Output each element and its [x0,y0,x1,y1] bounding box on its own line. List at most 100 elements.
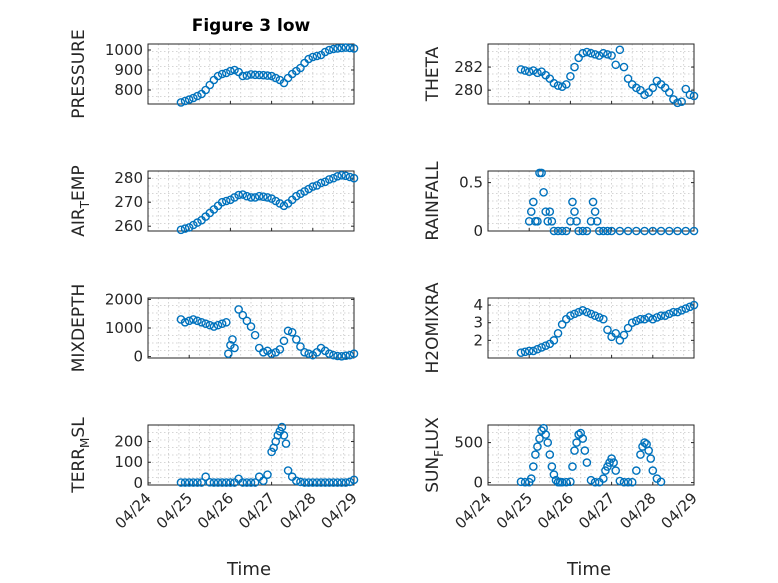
panel-6-data-point [189,478,198,487]
panel-3-data-point [615,226,625,236]
panel-1-data-point [590,50,600,59]
panel-0-data-point [259,70,268,80]
panel-2-data-point [345,172,355,182]
panel-1-data-point [529,66,538,75]
panel-2-data-point [234,190,243,200]
panel-0-data-point [279,78,289,88]
panel-5-data-point [652,313,662,322]
panel-2-data-point [349,173,359,183]
panel-3-data-point [568,197,577,207]
panel-0-data-point [238,71,248,81]
panel-3-data-point [572,217,581,226]
panel-6-data-point [226,478,235,487]
panel-1-data-point [664,88,674,97]
panel-0-ytick-label: 900 [114,61,143,79]
panel-2-data-point [324,175,334,184]
panel-5-data-point [664,309,674,319]
panel-1-data-point [640,90,649,100]
panel-3-data-point [545,207,555,216]
panel-5-ytick-label: 2 [473,331,483,349]
panel-5-data-point [566,311,575,320]
panel-7-data-point [636,450,645,459]
panel-6-data-point [279,431,289,440]
panel-7-data-point [646,454,656,463]
panel-1-data-point [566,72,575,81]
panel-4-data-point [221,317,231,327]
panel-1-data-point [632,83,641,93]
panel-1-axes-box [487,43,695,105]
panel-6-data-point [277,422,287,432]
panel-0-data-point [217,69,227,79]
panel-4-data-point [292,335,301,344]
panel-6-data-point [292,476,301,486]
panel-4-data-point [324,349,334,359]
panel-3-data-point [656,226,666,236]
panel-7-xtick-label: 04/26 [534,489,577,532]
panel-4-data-point [267,349,276,359]
panel-5-axes-box [487,297,695,359]
panel-3-data-point [582,226,592,236]
panel-5-ytick-label: 3 [473,314,483,332]
panel-1-data-point [677,97,686,106]
panel-2-data-point [242,191,252,201]
panel-0-data-point [320,47,330,57]
panel-3-ytick-label: 0.5 [459,174,483,192]
panel-3-data-point [590,207,600,216]
panel-7-xtick-label: 04/28 [616,489,659,532]
panel-6-data-point [337,478,346,487]
panel-7-data-point [541,430,550,439]
panel-5-data-point [644,313,653,322]
panel-1-data-point [533,68,542,78]
panel-7-data-point [570,446,579,455]
panel-2-data-point [341,171,351,181]
panel-0-ytick-label: 800 [114,81,143,99]
panel-5-data-point [537,343,546,352]
panel-4-data-point [230,343,239,353]
panel-6-xtick-label: 04/29 [318,489,361,532]
panel-2-data-point [337,171,346,180]
panel-0-data-point [308,52,318,62]
panel-6-data-point [217,478,227,487]
panel-1-data-point [689,91,699,101]
panel-7-axes-box [487,424,695,486]
panel-3-data-point [607,226,616,236]
panel-4-data-point [209,322,219,331]
panel-2-data-point [221,196,231,206]
panel-1-data-point [586,48,596,58]
panel-1-data-point [599,48,608,58]
panel-3-data-point [623,226,633,236]
panel-5-data-point [685,302,695,312]
panel-6-xlabel: Time [226,559,271,580]
panel-1-data-point [607,51,616,60]
panel-5-data-point [627,318,637,328]
panel-5-data-point [516,348,526,358]
panel-4-data-point [189,315,198,324]
panel-6-data-point [320,478,330,487]
panel-6-xtick-label: 04/27 [235,489,278,532]
panel-7-data-point [627,477,637,487]
panel-4-data-point [341,351,351,361]
panel-0-data-point [349,44,359,53]
panel-7-ytick-label: 0 [473,474,483,492]
panel-7-data-point [576,428,586,438]
panel-2-axes-box [147,170,355,232]
panel-4-data-point [337,351,346,361]
panel-4-data-point [333,351,342,361]
panel-7-data-point [615,476,625,486]
panel-3-data-point [541,207,550,216]
panel-0-data-point [193,91,202,101]
panel-7-data-point [578,434,588,443]
panel-7-data-point [549,470,559,479]
panel-3-data-point [539,187,548,197]
panel-0-data-point [226,66,235,76]
panel-6-data-point [242,478,252,487]
panel-3-data-point [594,226,604,236]
panel-5-data-point [586,309,596,319]
panel-7-data-point [572,438,581,447]
panel-3-data-point [537,168,546,178]
panel-0-data-point [246,70,256,79]
panel-3-data-point [632,226,641,236]
panel-5-data-point [603,325,612,335]
